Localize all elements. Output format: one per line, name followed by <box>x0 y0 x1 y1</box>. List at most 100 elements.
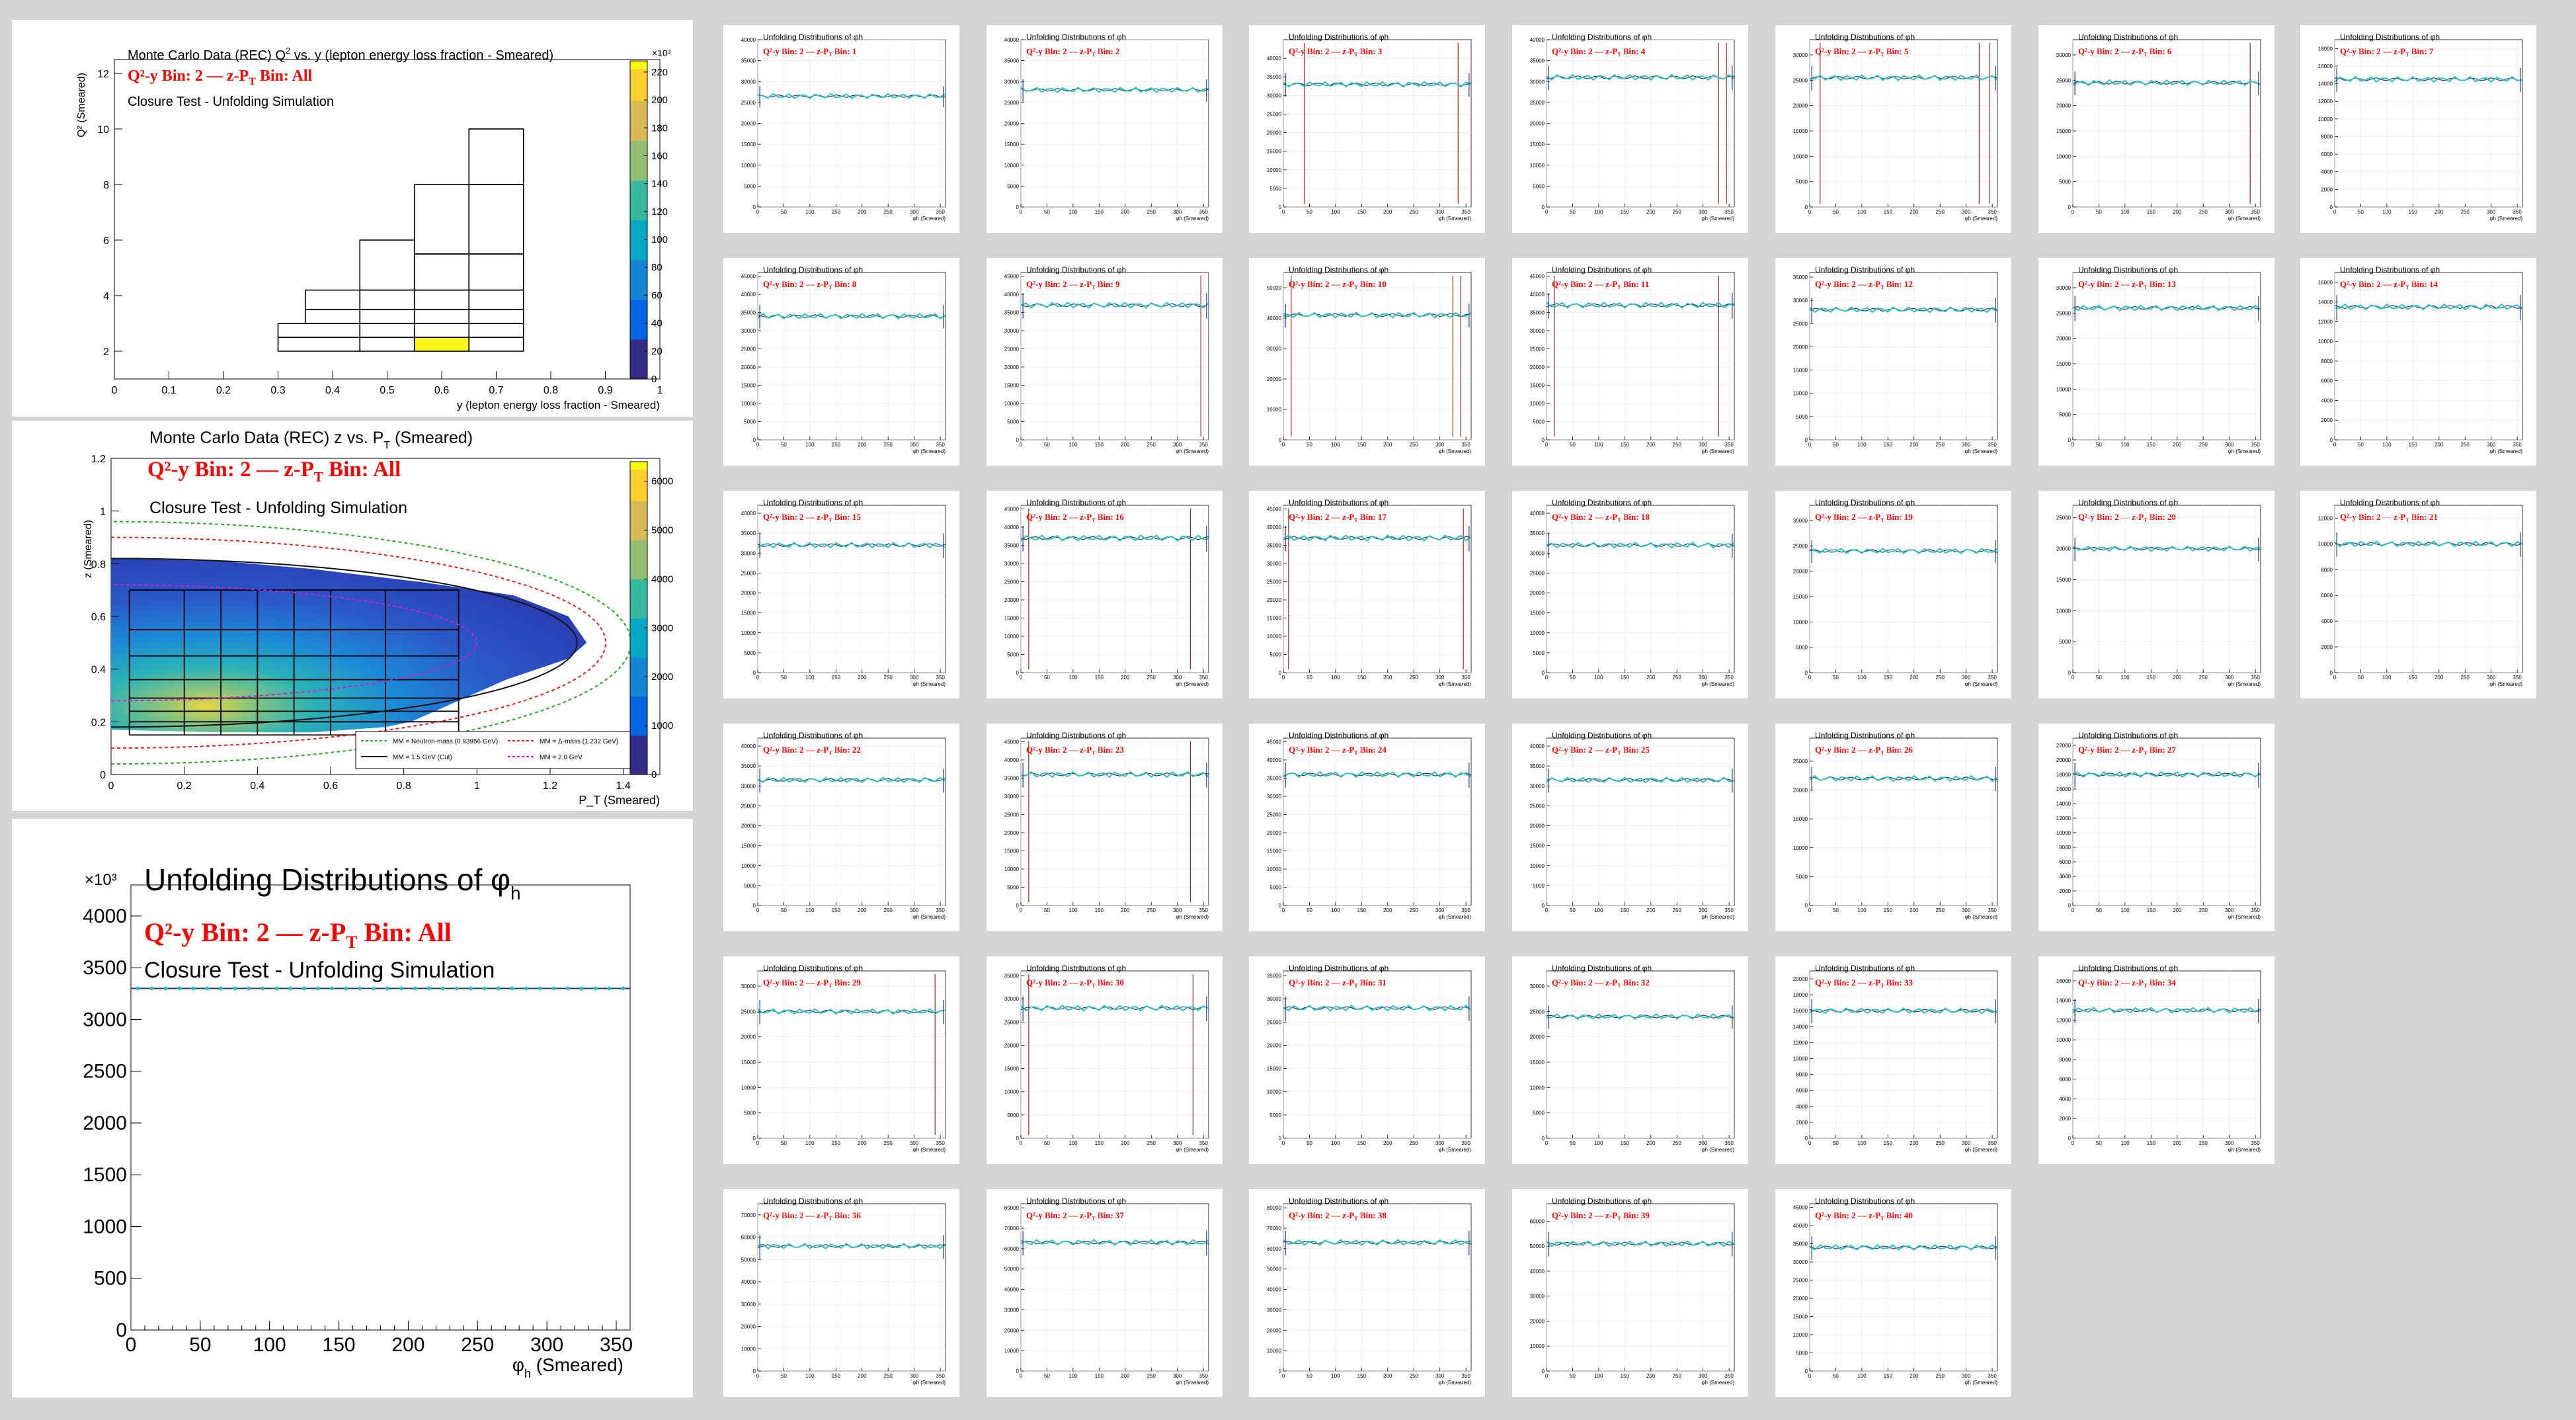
y-tick-label: 4 <box>103 291 109 302</box>
x-tick-label: 200 <box>2173 209 2182 215</box>
y-tick-label: 0 <box>753 204 756 210</box>
y-tick-label: 16000 <box>2056 978 2072 984</box>
x-axis-label: φh (Smeared) <box>1701 216 1734 222</box>
reference-line <box>757 543 946 548</box>
y-tick-label: 0.6 <box>91 612 106 623</box>
y-tick-label: 15000 <box>1004 1066 1020 1072</box>
colorbar-cell <box>630 516 647 525</box>
plot-frame <box>1283 272 1472 440</box>
y-tick-label: 0 <box>1016 670 1020 676</box>
colorbar-tick-label: 220 <box>651 67 668 78</box>
panel-title: Unfolding Distributions of φh <box>2078 32 2178 42</box>
x-tick-label: 250 <box>1147 1373 1156 1379</box>
x-axis-label: φh (Smeared) <box>1176 448 1209 454</box>
y-tick-label: 20000 <box>1793 103 1808 109</box>
x-tick-label: 300 <box>1173 442 1182 448</box>
y-tick-label: 5000 <box>1533 183 1545 189</box>
y-tick-label: 10000 <box>1004 866 1020 872</box>
x-tick-label: 300 <box>1435 1140 1445 1146</box>
x-axis-label: y (lepton energy loss fraction - Smeared… <box>457 399 660 411</box>
subtitle: Closure Test - Unfolding Simulation <box>128 95 334 109</box>
chart-title: Monte Carlo Data (REC) Q2 vs. y (lepton … <box>128 46 553 63</box>
y-tick-label: 45000 <box>741 274 756 280</box>
y-tick-label: 0 <box>1279 903 1282 909</box>
x-tick-label: 300 <box>910 1373 919 1379</box>
x-tick-label: 250 <box>884 209 893 215</box>
y-tick-label: 45000 <box>1267 739 1282 745</box>
x-tick-label: 0 <box>1282 1140 1285 1146</box>
q2y-bin <box>468 337 524 352</box>
unfolded-series <box>2072 1007 2261 1014</box>
panel-title: Unfolding Distributions of φh <box>763 32 863 42</box>
unfolded-series <box>2072 79 2261 87</box>
colorbar-cell <box>630 673 647 681</box>
panel-title: Unfolding Distributions of φh <box>1289 498 1389 507</box>
data-point <box>510 986 514 991</box>
y-tick-label: 70000 <box>1004 1226 1020 1232</box>
y-tick-label: 10000 <box>1793 153 1808 159</box>
x-tick-label: 150 <box>1357 1373 1367 1379</box>
y-tick-label: 4000 <box>2321 397 2333 403</box>
x-axis-label: φh (Smeared) <box>1964 1147 1997 1153</box>
x-tick-label: 50 <box>1307 907 1312 913</box>
y-tick-label: 30000 <box>1530 983 1545 989</box>
x-tick-label: 350 <box>2513 209 2522 215</box>
y-tick-label: 35000 <box>1267 973 1282 979</box>
colorbar-cell <box>630 347 647 356</box>
colorbar-cell <box>630 116 647 125</box>
x-axis-label: φh (Smeared) <box>912 448 946 454</box>
colorbar-cell <box>630 493 647 501</box>
x-tick-label: 0 <box>756 675 760 681</box>
panel-title: Unfolding Distributions of φh <box>763 265 863 274</box>
bin-chart: Unfolding Distributions of φh Q²-y Bin: 2… <box>1530 498 1735 687</box>
y-tick-label: 30000 <box>1004 79 1020 85</box>
y-tick-label: 10000 <box>1793 845 1808 851</box>
x-tick-label: 300 <box>1173 675 1182 681</box>
colorbar-cell <box>630 275 647 284</box>
y-tick-label: 5000 <box>1796 414 1808 420</box>
plot-frame <box>1809 505 1998 673</box>
colorbar-cell <box>630 688 647 697</box>
bin-label: Q²-y Bin: 2 — z-PT Bin: 27 <box>2078 745 2176 756</box>
x-tick-label: 0 <box>756 1140 760 1146</box>
x-tick-label: 300 <box>1962 907 1971 913</box>
x-tick-label: 300 <box>910 442 919 448</box>
y-tick-label: 30000 <box>741 79 756 85</box>
x-tick-label: 250 <box>1936 907 1945 913</box>
bin-label: Q²-y Bin: 2 — z-PT Bin: 23 <box>1026 745 1124 756</box>
x-tick-label: 150 <box>1095 442 1104 448</box>
main-unfolding-chart: Unfolding Distributions of φh Q²-y Bin: 2… <box>83 862 633 1380</box>
y-tick-label: 15000 <box>741 610 756 616</box>
y-tick-label: 4000 <box>2059 1096 2071 1102</box>
y-tick-label: 40000 <box>741 292 756 298</box>
data-point <box>440 986 445 991</box>
x-tick-label: 50 <box>2096 907 2102 913</box>
bin-chart: Unfolding Distributions of φh Q²-y Bin: 2… <box>1004 1196 1209 1386</box>
y-tick-label: 30000 <box>741 1302 756 1308</box>
colorbar-cell <box>630 728 647 736</box>
y-tick-label: 35000 <box>1004 58 1020 64</box>
zpt-colorbar: 0 1000 2000 3000 4000 5000 6000 <box>629 461 673 780</box>
data-point <box>177 986 182 991</box>
panel-title: Unfolding Distributions of φh <box>2340 265 2440 274</box>
y-tick-label: 18000 <box>2056 772 2072 778</box>
colorbar-cell <box>630 196 647 205</box>
x-tick-label: 200 <box>1121 1373 1130 1379</box>
x-tick-label: 250 <box>884 1373 893 1379</box>
x-tick-label: 150 <box>832 1140 841 1146</box>
bin-panel-14: Unfolding Distributions of φh Q²-y Bin: 2… <box>2300 258 2536 466</box>
x-tick-label: 0 <box>1545 442 1549 448</box>
y-tick-label: 60000 <box>741 1235 756 1241</box>
x-tick-label: 150 <box>1357 675 1367 681</box>
x-tick-label: 200 <box>1121 907 1130 913</box>
x-tick-label: 150 <box>1095 1373 1104 1379</box>
unfolded-series <box>1809 74 1998 81</box>
y-tick-label: 30000 <box>1793 1259 1808 1265</box>
x-tick-label: 300 <box>910 1140 919 1146</box>
q2y-heatmap: Monte Carlo Data (REC) Q2 vs. y (lepton … <box>76 46 671 411</box>
colorbar-tick-label: 100 <box>651 234 668 245</box>
y-tick-label: 30000 <box>1530 783 1545 789</box>
x-tick-label: 0 <box>2333 442 2337 448</box>
y-tick-label: 10000 <box>741 163 756 169</box>
unfolded-series <box>1546 542 1735 549</box>
